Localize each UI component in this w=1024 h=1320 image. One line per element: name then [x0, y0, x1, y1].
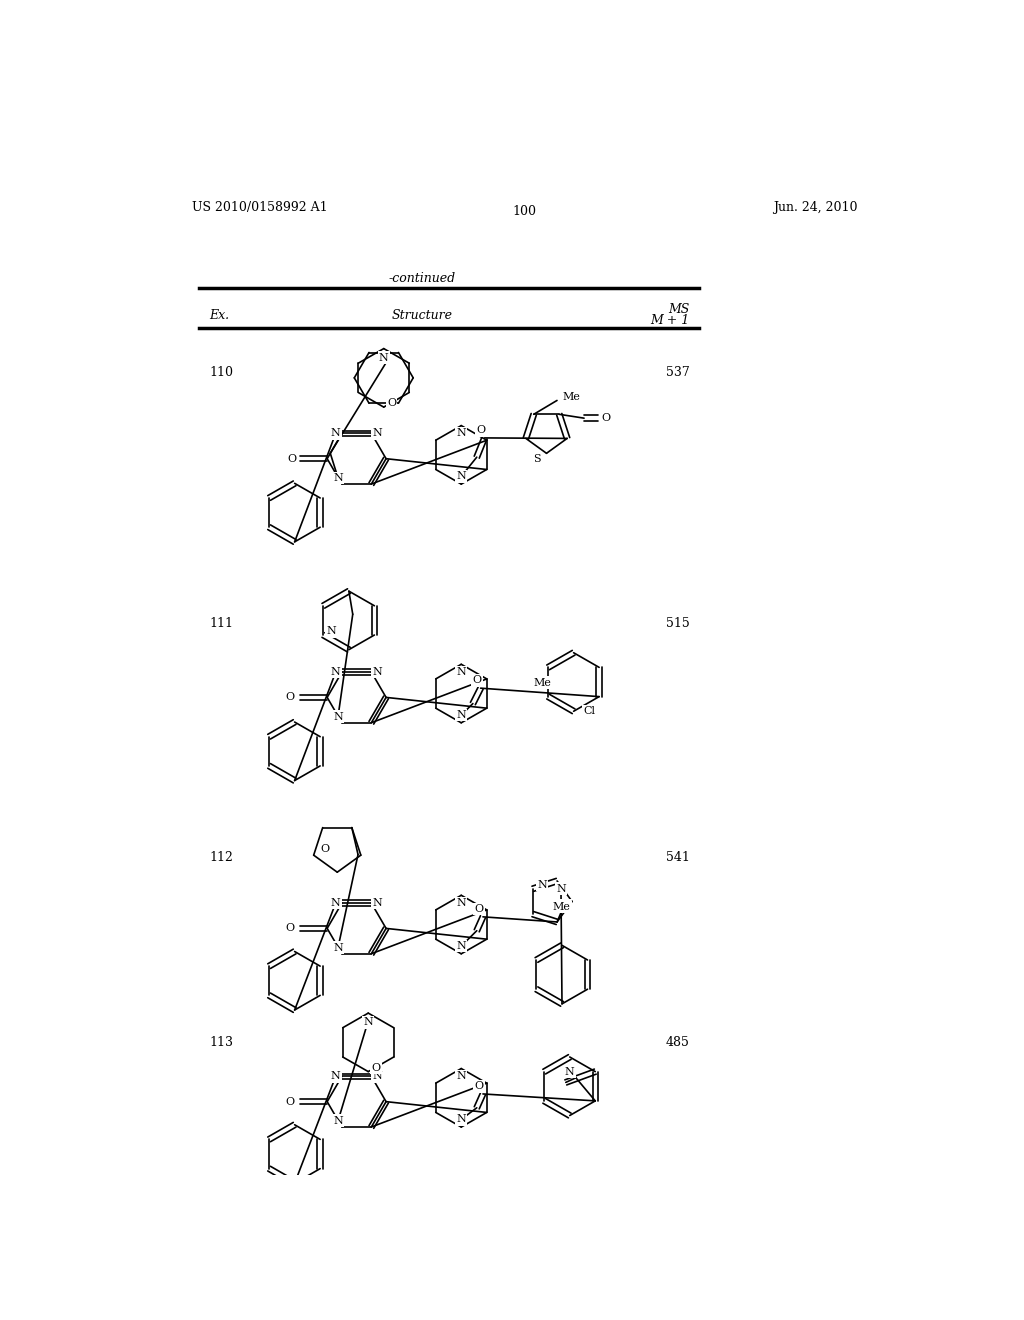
- Text: N: N: [333, 473, 343, 483]
- Text: N: N: [373, 667, 382, 677]
- Text: N: N: [538, 880, 547, 890]
- Text: O: O: [474, 1081, 483, 1092]
- Text: N: N: [331, 667, 341, 677]
- Text: O: O: [321, 843, 330, 854]
- Text: N: N: [457, 428, 466, 438]
- Text: N: N: [373, 429, 382, 438]
- Text: N: N: [565, 1067, 574, 1077]
- Text: Me: Me: [552, 902, 570, 912]
- Text: N: N: [331, 1072, 341, 1081]
- Text: N: N: [556, 883, 566, 894]
- Text: O: O: [288, 454, 297, 463]
- Text: N: N: [457, 941, 466, 952]
- Text: 541: 541: [666, 851, 690, 865]
- Text: 112: 112: [209, 851, 233, 865]
- Text: 110: 110: [209, 367, 233, 379]
- Text: N: N: [457, 667, 466, 677]
- Text: N: N: [331, 429, 341, 438]
- Text: N: N: [331, 898, 341, 908]
- Text: -continued: -continued: [389, 272, 456, 285]
- Text: N: N: [373, 898, 382, 908]
- Text: O: O: [472, 676, 481, 685]
- Text: S: S: [534, 454, 541, 465]
- Text: N: N: [333, 1115, 343, 1126]
- Text: Jun. 24, 2010: Jun. 24, 2010: [773, 201, 858, 214]
- Text: N: N: [457, 471, 466, 482]
- Text: O: O: [286, 693, 295, 702]
- Text: M + 1: M + 1: [650, 314, 690, 327]
- Text: O: O: [286, 924, 295, 933]
- Text: MS: MS: [669, 304, 690, 317]
- Text: Me: Me: [562, 392, 580, 403]
- Text: O: O: [387, 399, 396, 408]
- Text: Me: Me: [532, 677, 551, 688]
- Text: N: N: [561, 900, 570, 911]
- Text: US 2010/0158992 A1: US 2010/0158992 A1: [191, 201, 328, 214]
- Text: N: N: [457, 710, 466, 721]
- Text: O: O: [601, 413, 610, 424]
- Text: 113: 113: [209, 1036, 233, 1049]
- Text: N: N: [364, 1018, 373, 1027]
- Text: O: O: [372, 1063, 381, 1073]
- Text: N: N: [333, 711, 343, 722]
- Text: 111: 111: [209, 616, 233, 630]
- Text: 100: 100: [513, 205, 537, 218]
- Text: O: O: [476, 425, 485, 436]
- Text: Structure: Structure: [392, 309, 453, 322]
- Text: O: O: [286, 1097, 295, 1106]
- Text: N: N: [457, 898, 466, 908]
- Text: N: N: [333, 942, 343, 953]
- Text: 485: 485: [666, 1036, 690, 1049]
- Text: N: N: [327, 626, 336, 636]
- Text: N: N: [457, 1114, 466, 1125]
- Text: Cl: Cl: [583, 706, 595, 717]
- Text: N: N: [379, 352, 389, 363]
- Text: Ex.: Ex.: [209, 309, 229, 322]
- Text: N: N: [373, 1072, 382, 1081]
- Text: 537: 537: [667, 367, 690, 379]
- Text: O: O: [474, 904, 483, 915]
- Text: N: N: [457, 1072, 466, 1081]
- Text: 515: 515: [667, 616, 690, 630]
